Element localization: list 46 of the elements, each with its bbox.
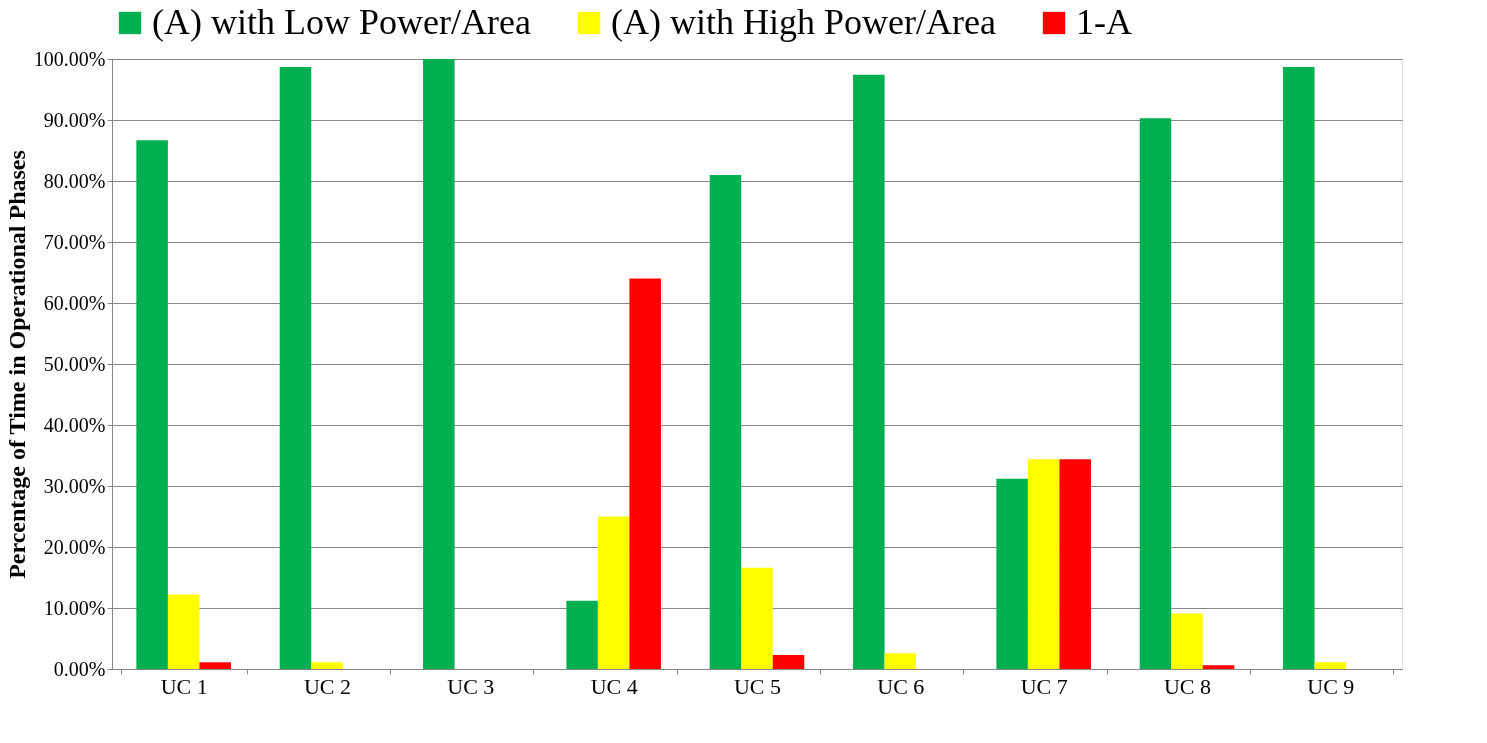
y-tick-label: 50.00% <box>43 352 106 375</box>
bar <box>1139 118 1172 669</box>
y-tick-label: 40.00% <box>43 413 106 436</box>
y-tick-label: 30.00% <box>43 474 106 497</box>
y-tick-label: 20.00% <box>43 535 106 558</box>
bar <box>597 516 630 669</box>
legend-label: (A) with Low Power/Area <box>152 2 531 42</box>
bar <box>311 662 343 669</box>
bar <box>1027 459 1060 669</box>
y-axis-title: Percentage of Time in Operational Phases <box>3 150 30 579</box>
bar <box>1314 662 1347 669</box>
y-tick-label: 80.00% <box>43 169 106 192</box>
x-tick-label: UC 7 <box>1020 673 1068 699</box>
bar <box>1202 665 1235 669</box>
y-tick-label: 70.00% <box>43 230 106 253</box>
x-tick-label: UC 2 <box>303 673 352 699</box>
bar <box>996 478 1028 669</box>
x-tick-label: UC 3 <box>447 673 495 699</box>
bar <box>709 174 742 669</box>
x-tick-label: UC 8 <box>1163 673 1212 699</box>
bar <box>884 653 917 669</box>
bar <box>167 594 200 669</box>
y-tick-label: 60.00% <box>43 291 106 314</box>
x-tick-label: UC 5 <box>733 673 782 699</box>
x-tick-label: UC 4 <box>590 673 638 699</box>
bar <box>629 278 661 669</box>
y-tick-label: 90.00% <box>43 108 106 131</box>
legend-label: 1-A <box>1076 2 1132 42</box>
bar <box>772 654 805 669</box>
bar <box>1059 459 1091 669</box>
bar <box>566 600 598 669</box>
bar <box>279 66 312 669</box>
bar <box>853 74 885 669</box>
x-tick-label: UC 1 <box>160 673 208 699</box>
bar <box>423 59 455 669</box>
bar <box>136 140 168 669</box>
legend-label: (A) with High Power/Area <box>611 2 996 42</box>
bar <box>199 662 231 669</box>
y-tick-label: 100.00% <box>33 47 106 70</box>
x-tick-label: UC 6 <box>877 673 925 699</box>
bar <box>1171 613 1203 669</box>
bar <box>1283 66 1315 669</box>
y-tick-label: 0.00% <box>53 657 106 680</box>
x-tick-label: UC 9 <box>1307 673 1355 699</box>
y-tick-label: 10.00% <box>43 596 106 619</box>
bar <box>741 567 773 669</box>
